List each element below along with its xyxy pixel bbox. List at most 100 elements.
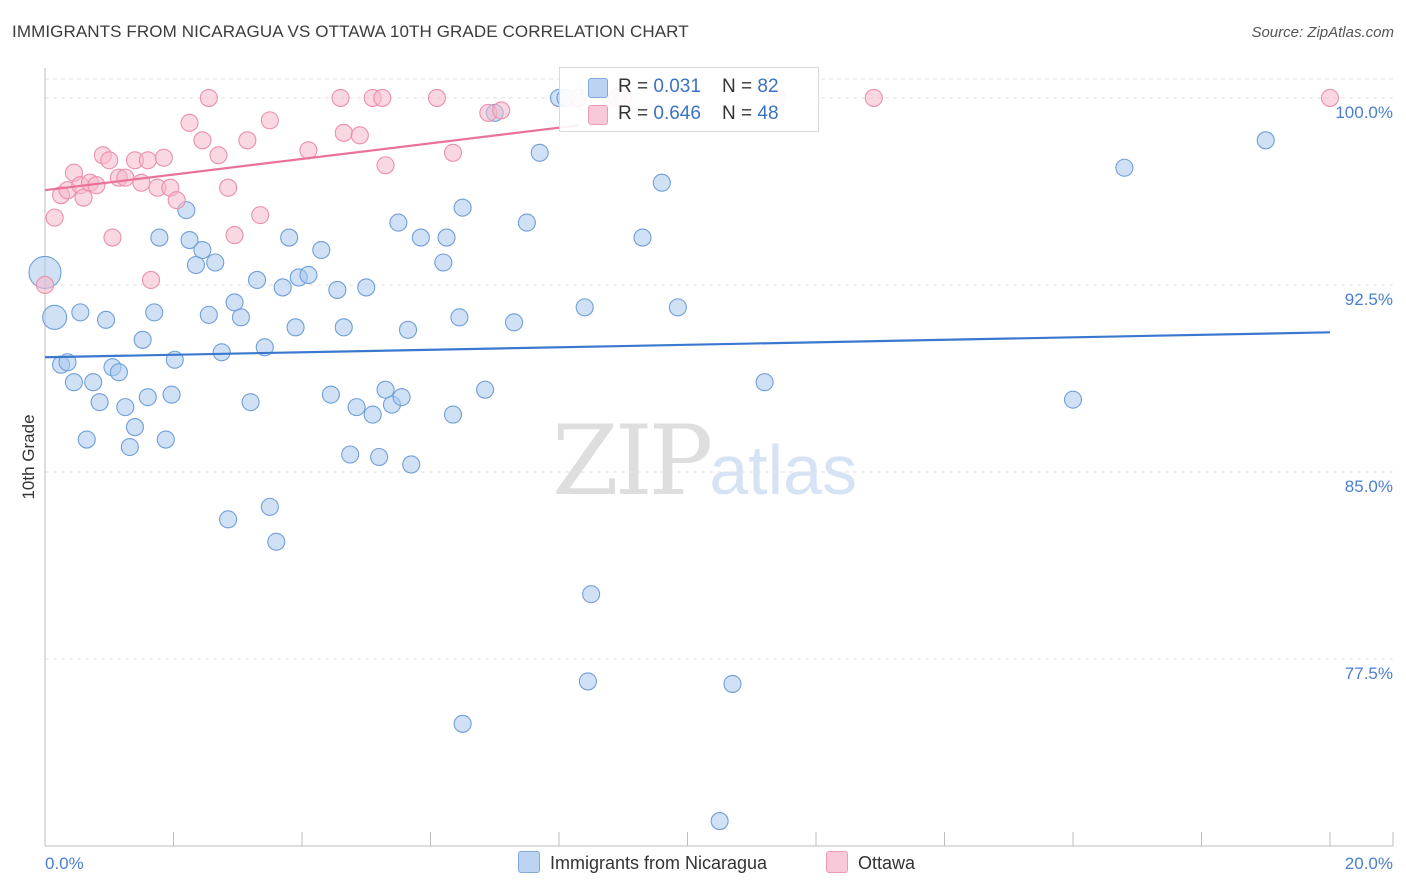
data-point	[42, 304, 68, 330]
data-point	[575, 298, 594, 317]
data-point	[443, 405, 463, 424]
data-point	[273, 278, 292, 297]
data-point	[1256, 131, 1275, 150]
bottom-legend-label-blue: Immigrants from Nicaragua	[550, 853, 768, 873]
data-point	[453, 714, 472, 733]
data-point	[64, 373, 83, 392]
legend-n-label-blue: N =	[722, 76, 758, 97]
data-point	[241, 393, 260, 412]
data-point	[376, 156, 395, 175]
data-point	[120, 437, 139, 457]
data-point	[350, 126, 369, 145]
data-point	[90, 393, 109, 412]
y-tick-label: 92.5%	[1345, 290, 1393, 309]
data-point	[517, 213, 536, 232]
bottom-legend-swatch-blue	[518, 851, 540, 873]
data-point	[150, 228, 169, 247]
data-point	[156, 430, 175, 449]
chart-title: IMMIGRANTS FROM NICARAGUA VS OTTAWA 10TH…	[12, 22, 689, 41]
data-point	[199, 88, 218, 107]
data-point	[1063, 390, 1083, 409]
y-tick-label: 77.5%	[1345, 664, 1393, 683]
data-point	[212, 343, 231, 362]
data-point	[864, 88, 883, 107]
data-point	[125, 418, 144, 437]
watermark: ZIPatlas	[552, 405, 857, 517]
legend-r-value-blue: 0.031	[653, 76, 701, 97]
data-point	[267, 532, 286, 551]
data-point	[35, 275, 55, 294]
legend-n-value-pink: 48	[757, 103, 779, 124]
data-point	[193, 131, 212, 150]
data-point	[476, 380, 495, 399]
data-point	[74, 188, 93, 207]
data-point	[280, 228, 299, 247]
source-label: Source: ZipAtlas.com	[1251, 24, 1394, 41]
data-point	[193, 240, 212, 260]
x-tick-label-max: 20.0%	[1345, 854, 1393, 873]
data-point	[109, 363, 128, 382]
data-point	[231, 308, 251, 327]
data-point	[402, 455, 421, 474]
data-point	[389, 213, 408, 232]
data-point	[154, 148, 173, 167]
data-point	[370, 447, 389, 467]
data-point	[582, 585, 601, 604]
data-point	[668, 298, 687, 317]
data-point	[331, 88, 350, 107]
x-tick-label-min: 0.0%	[45, 854, 84, 873]
legend-r-value-pink: 0.646	[653, 103, 701, 124]
data-point	[133, 330, 152, 349]
data-point	[103, 228, 122, 247]
data-point	[453, 198, 472, 217]
legend-n-label-pink: N =	[722, 103, 758, 124]
data-point	[633, 228, 652, 247]
data-point	[255, 338, 274, 357]
trend-line-ottawa	[44, 124, 579, 192]
series-nicaragua	[28, 88, 1275, 831]
bottom-legend-ottawa: Ottawa	[826, 851, 915, 874]
legend-n-value-blue: 82	[757, 76, 779, 97]
legend-swatch-blue	[588, 78, 608, 98]
data-point	[199, 305, 218, 324]
series-ottawa	[35, 88, 1340, 294]
data-point	[145, 303, 164, 322]
data-point	[238, 131, 257, 150]
data-point	[411, 228, 430, 247]
data-point	[219, 510, 238, 529]
stats-legend: R = 0.031 N = 82 R = 0.646 N = 48	[559, 67, 819, 132]
data-point	[492, 101, 511, 120]
data-point	[138, 151, 157, 170]
data-point	[96, 310, 116, 329]
data-point	[312, 240, 331, 260]
data-point	[723, 674, 742, 693]
data-point	[116, 398, 135, 417]
watermark-atlas: atlas	[709, 431, 858, 509]
data-point	[225, 226, 244, 245]
trend-lines	[44, 124, 1331, 359]
data-point	[247, 270, 267, 290]
data-point	[357, 278, 376, 297]
data-point	[1115, 158, 1134, 177]
data-point	[162, 385, 181, 404]
data-point	[77, 430, 96, 449]
data-point	[84, 373, 103, 392]
bottom-legend-label-pink: Ottawa	[858, 853, 916, 873]
trend-line-nicaragua	[44, 331, 1331, 359]
data-point	[251, 206, 270, 225]
data-point	[180, 231, 199, 250]
data-point	[180, 113, 199, 132]
data-point	[138, 388, 157, 407]
data-point	[260, 111, 279, 130]
data-point	[100, 151, 119, 170]
data-point	[260, 497, 279, 516]
data-point	[530, 143, 549, 162]
data-point	[116, 168, 135, 187]
bottom-legend-swatch-pink	[826, 851, 848, 873]
legend-swatch-pink	[588, 105, 608, 125]
data-point	[710, 812, 729, 831]
data-point	[299, 141, 318, 160]
legend-r-label-pink: R =	[618, 103, 654, 124]
data-point	[286, 318, 305, 337]
